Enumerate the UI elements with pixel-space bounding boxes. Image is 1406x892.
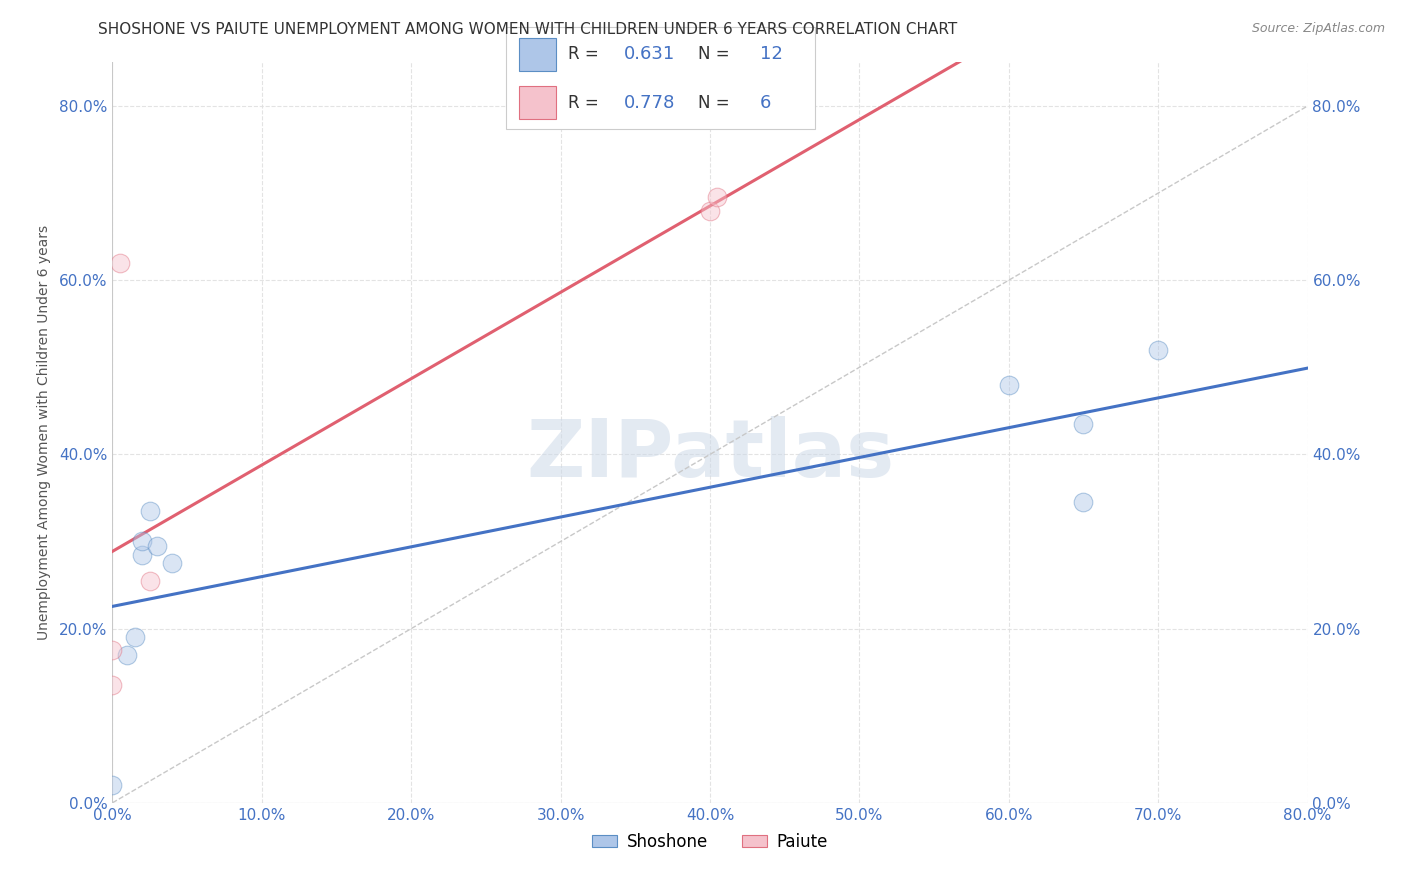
Y-axis label: Unemployment Among Women with Children Under 6 years: Unemployment Among Women with Children U…: [37, 225, 51, 640]
Point: [162, 556, 183, 570]
Text: 6: 6: [759, 94, 770, 112]
Point: [1073, 417, 1095, 431]
Point: [101, 678, 124, 692]
Point: [101, 643, 124, 657]
Text: N =: N =: [697, 94, 730, 112]
Point: [108, 256, 131, 270]
Point: [117, 648, 139, 662]
Text: 0.778: 0.778: [624, 94, 675, 112]
Point: [131, 548, 153, 562]
Bar: [519, 87, 555, 119]
Text: ZIPatlas: ZIPatlas: [526, 416, 894, 494]
Point: [1147, 343, 1170, 357]
Point: [998, 377, 1021, 392]
Bar: [519, 38, 555, 70]
Point: [1073, 495, 1095, 509]
Point: [101, 778, 124, 792]
Text: 12: 12: [759, 45, 783, 63]
Legend: Shoshone, Paiute: Shoshone, Paiute: [585, 826, 835, 857]
Point: [124, 630, 146, 644]
Point: [131, 534, 153, 549]
Text: SHOSHONE VS PAIUTE UNEMPLOYMENT AMONG WOMEN WITH CHILDREN UNDER 6 YEARS CORRELAT: SHOSHONE VS PAIUTE UNEMPLOYMENT AMONG WO…: [98, 22, 957, 37]
Point: [139, 504, 162, 518]
Text: 0.631: 0.631: [624, 45, 675, 63]
Text: R =: R =: [568, 94, 599, 112]
Point: [706, 190, 728, 204]
Point: [699, 203, 721, 218]
Point: [139, 574, 162, 588]
Text: N =: N =: [697, 45, 730, 63]
Text: R =: R =: [568, 45, 599, 63]
Text: Source: ZipAtlas.com: Source: ZipAtlas.com: [1251, 22, 1385, 36]
Point: [146, 539, 169, 553]
